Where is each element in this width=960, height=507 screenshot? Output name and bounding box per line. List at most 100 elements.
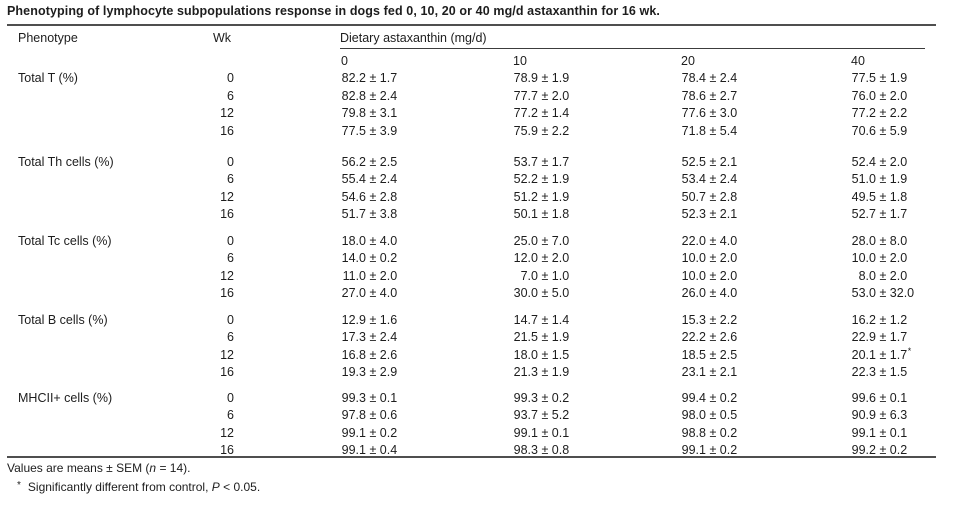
wk-cell: 0 [227, 390, 234, 405]
mean-value: 19.3 [341, 365, 366, 379]
mean-value: 99.1 [681, 443, 706, 457]
value-cell-dose-40: 52.7 ± 1.7 [851, 207, 908, 221]
phenotype-cell: MHCII+ cells (%) [18, 390, 113, 405]
value-cell-dose-10: 18.0 ± 1.5 [513, 347, 570, 362]
value-cell-dose-20: 77.6 ± 3.0 [681, 106, 738, 120]
value-cell-dose-20: 10.0 ± 2.0 [681, 268, 738, 283]
mean-value: 28.0 [851, 233, 876, 248]
mean-value: 22.0 [681, 233, 706, 248]
value-cell-dose-40: 8.0 ± 2.0 [851, 269, 960, 283]
value-cell-dose-10: 50.1 ± 1.8 [513, 207, 570, 221]
table-row: 16 77.5 ± 3.9 75.9 ± 2.2 71.8 ± 5.4 70.6… [0, 124, 960, 142]
table-row: 12 16.8 ± 2.6 18.0 ± 1.5 18.5 ± 2.5 20.1… [0, 346, 960, 366]
asterisk-marker: * [17, 479, 21, 491]
value-cell-dose-20: 50.7 ± 2.8 [681, 189, 738, 204]
value-cell-dose-10: 53.7 ± 1.7 [513, 154, 570, 169]
dose-header-0: 0 [341, 54, 348, 68]
mean-value: 51.0 [851, 172, 876, 186]
value-cell-dose-0: 77.5 ± 3.9 [341, 123, 398, 138]
value-cell-dose-40: 49.5 ± 1.8 [851, 189, 908, 204]
mean-value: 53.4 [681, 172, 706, 186]
mean-value: 21.5 [513, 330, 538, 344]
mean-value: 21.3 [513, 365, 538, 379]
table-row: 16 99.1 ± 0.4 98.3 ± 0.8 99.1 ± 0.2 99.2… [0, 443, 960, 461]
table-row: 12 99.1 ± 0.2 99.1 ± 0.1 98.8 ± 0.2 99.1… [0, 426, 960, 444]
mean-value: 98.0 [681, 408, 706, 422]
value-cell-dose-20: 10.0 ± 2.0 [681, 251, 738, 265]
value-cell-dose-40: 70.6 ± 5.9 [851, 123, 908, 138]
mean-value: 16.8 [341, 347, 366, 362]
mean-value: 51.7 [341, 207, 366, 221]
significance-asterisk: * [907, 346, 912, 356]
value-cell-dose-10: 77.2 ± 1.4 [513, 106, 570, 120]
mean-value: 90.9 [851, 408, 876, 422]
value-cell-dose-20: 22.2 ± 2.6 [681, 330, 738, 344]
wk-cell: 6 [227, 251, 234, 265]
mean-value: 82.8 [341, 88, 366, 103]
mean-value: 52.3 [681, 207, 706, 221]
mean-value: 51.2 [513, 189, 538, 204]
value-cell-dose-20: 52.3 ± 2.1 [681, 207, 738, 221]
value-cell-dose-0: 12.9 ± 1.6 [341, 312, 398, 327]
wk-cell: 0 [227, 312, 234, 327]
value-cell-dose-0: 79.8 ± 3.1 [341, 106, 398, 120]
table-row: 6 97.8 ± 0.6 93.7 ± 5.2 98.0 ± 0.5 90.9 … [0, 408, 960, 426]
wk-cell: 16 [220, 443, 234, 457]
value-cell-dose-40: 99.1 ± 0.1 [851, 425, 908, 440]
mean-value: 14.7 [513, 312, 538, 327]
mean-value: 76.0 [851, 88, 876, 103]
mean-value: 52.7 [851, 207, 876, 221]
dose-header-40: 40 [851, 54, 865, 68]
mean-value: 50.1 [513, 207, 538, 221]
mean-value: 18.5 [681, 347, 706, 362]
value-cell-dose-20: 15.3 ± 2.2 [681, 312, 738, 327]
value-cell-dose-10: 14.7 ± 1.4 [513, 312, 570, 327]
wk-cell: 12 [220, 106, 234, 120]
footnote2-p-variable: P [211, 480, 220, 494]
value-cell-dose-0: 19.3 ± 2.9 [341, 365, 398, 379]
table-row: Total Th cells (%) 0 56.2 ± 2.5 53.7 ± 1… [0, 155, 960, 173]
mean-value: 23.1 [681, 365, 706, 379]
value-cell-dose-20: 23.1 ± 2.1 [681, 365, 738, 379]
table-row: Total T (%) 0 82.2 ± 1.7 78.9 ± 1.9 78.4… [0, 71, 960, 89]
value-cell-dose-20: 78.4 ± 2.4 [681, 71, 738, 85]
value-cell-dose-40: 22.3 ± 1.5 [851, 365, 908, 379]
mean-value: 79.8 [341, 106, 366, 120]
mean-value: 52.2 [513, 172, 538, 186]
value-cell-dose-20: 99.4 ± 0.2 [681, 390, 738, 405]
table-row: 16 51.7 ± 3.8 50.1 ± 1.8 52.3 ± 2.1 52.7… [0, 207, 960, 225]
wk-cell: 12 [220, 425, 234, 440]
mean-value: 77.2 [851, 106, 876, 120]
mean-value: 16.2 [851, 312, 876, 327]
mean-value: 99.4 [681, 390, 706, 405]
table-row: 16 27.0 ± 4.0 30.0 ± 5.0 26.0 ± 4.0 53.0… [0, 286, 960, 304]
phenotype-cell: Total Tc cells (%) [18, 233, 112, 248]
wk-cell: 16 [220, 123, 234, 138]
mean-value: 22.9 [851, 330, 876, 344]
mean-value: 98.3 [513, 443, 538, 457]
mean-value: 99.1 [851, 425, 876, 440]
mean-value: 10.0 [851, 251, 876, 265]
wk-cell: 6 [227, 408, 234, 422]
value-cell-dose-0: 51.7 ± 3.8 [341, 207, 398, 221]
value-cell-dose-20: 22.0 ± 4.0 [681, 233, 738, 248]
value-cell-dose-0: 99.1 ± 0.2 [341, 425, 398, 440]
value-cell-dose-10: 52.2 ± 1.9 [513, 172, 570, 186]
mean-value: 99.1 [341, 425, 366, 440]
value-cell-dose-10: 12.0 ± 2.0 [513, 251, 570, 265]
mean-value: 77.2 [513, 106, 538, 120]
value-cell-dose-10: 51.2 ± 1.9 [513, 189, 570, 204]
footnote-significance: * Significantly different from control, P… [17, 479, 260, 495]
table-row: 6 55.4 ± 2.4 52.2 ± 1.9 53.4 ± 2.4 51.0 … [0, 172, 960, 190]
wk-cell: 16 [220, 365, 234, 379]
value-cell-dose-10: 21.5 ± 1.9 [513, 330, 570, 344]
mean-value: 50.7 [681, 189, 706, 204]
mean-value: 25.0 [513, 233, 538, 248]
mean-value: 22.2 [681, 330, 706, 344]
mean-value: 7.0 [520, 268, 538, 283]
table-row: 6 17.3 ± 2.4 21.5 ± 1.9 22.2 ± 2.6 22.9 … [0, 330, 960, 348]
value-cell-dose-0: 56.2 ± 2.5 [341, 154, 398, 169]
mean-value: 99.3 [513, 390, 538, 405]
mean-value: 78.9 [513, 71, 538, 85]
wk-cell: 6 [227, 88, 234, 103]
